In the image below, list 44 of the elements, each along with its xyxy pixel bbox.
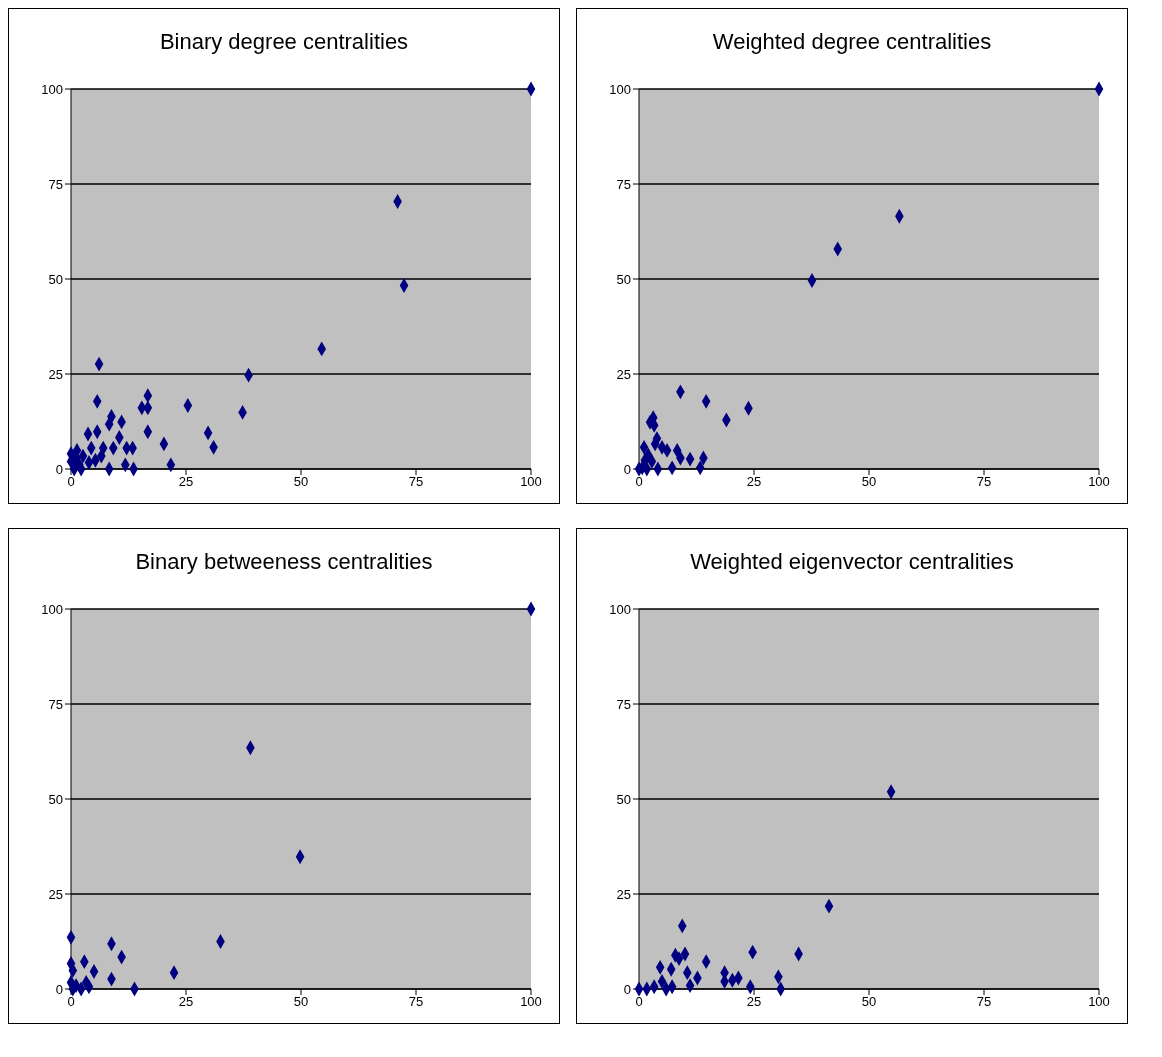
y-tick-label: 0: [55, 981, 63, 997]
y-tick-label: 25: [616, 886, 631, 902]
x-tick-label: 75: [976, 994, 992, 1010]
y-tick-label: 75: [616, 696, 631, 712]
y-tick-label: 0: [623, 461, 631, 477]
x-tick-label: 100: [1088, 474, 1110, 490]
y-tick-label: 100: [609, 81, 631, 97]
chart-title: Weighted degree centralities: [711, 29, 993, 56]
x-tick-label: 75: [408, 474, 424, 490]
x-tick-label: 0: [635, 994, 643, 1010]
y-tick-label: 75: [48, 696, 63, 712]
y-tick-label: 25: [616, 366, 631, 382]
y-tick-label: 50: [616, 271, 631, 287]
x-tick-label: 100: [520, 994, 542, 1010]
y-tick-label: 75: [48, 176, 63, 192]
x-tick-label: 0: [67, 474, 75, 490]
y-tick-label: 0: [55, 461, 63, 477]
x-tick-label: 25: [178, 474, 194, 490]
x-tick-label: 100: [1088, 994, 1110, 1010]
y-tick-label: 50: [48, 791, 63, 807]
y-tick-label: 100: [41, 81, 63, 97]
x-tick-label: 75: [976, 474, 992, 490]
x-tick-label: 75: [408, 994, 424, 1010]
y-tick-label: 25: [48, 886, 63, 902]
y-tick-label: 25: [48, 366, 63, 382]
y-tick-label: 0: [623, 981, 631, 997]
chart-title: Weighted eigenvector centralities: [689, 549, 1015, 576]
x-tick-label: 50: [861, 474, 877, 490]
x-tick-label: 0: [635, 474, 643, 490]
x-tick-label: 50: [293, 994, 309, 1010]
x-tick-label: 25: [178, 994, 194, 1010]
x-tick-label: 25: [746, 994, 762, 1010]
chart-title: Binary degree centralities: [158, 29, 410, 56]
x-tick-label: 50: [861, 994, 877, 1010]
y-tick-label: 50: [616, 791, 631, 807]
y-tick-label: 100: [609, 601, 631, 617]
x-tick-label: 50: [293, 474, 309, 490]
chart-title: Binary betweeness centralities: [134, 549, 434, 576]
y-tick-label: 50: [48, 271, 63, 287]
y-tick-label: 75: [616, 176, 631, 192]
y-tick-label: 100: [41, 601, 63, 617]
x-tick-label: 25: [746, 474, 762, 490]
x-tick-label: 0: [67, 994, 75, 1010]
x-tick-label: 100: [520, 474, 542, 490]
